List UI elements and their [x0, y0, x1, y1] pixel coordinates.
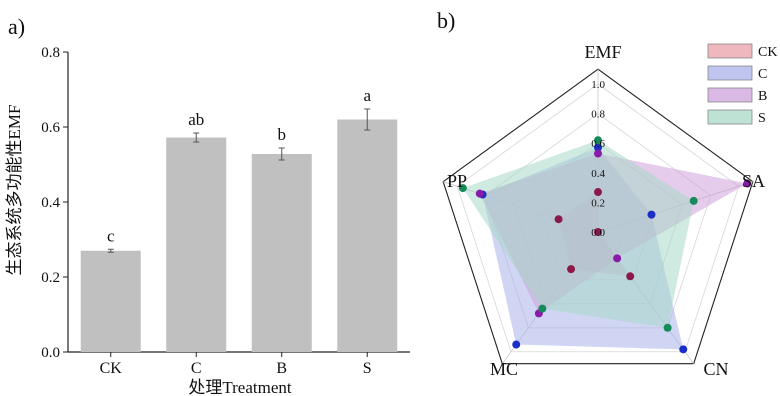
legend-label: CK — [758, 45, 777, 60]
radar-point — [594, 136, 602, 145]
panel-b-label: b) — [437, 8, 455, 33]
radar-tick-label: 0.6 — [591, 138, 605, 150]
y-tick-label: 0.0 — [41, 345, 60, 361]
radar-axis-label: SA — [742, 171, 765, 191]
bar — [337, 119, 398, 352]
radar-axis-label: CN — [703, 359, 728, 379]
legend-label: B — [758, 89, 767, 104]
radar-point — [663, 323, 672, 332]
legend-swatch — [707, 109, 753, 125]
radar-tick-label: 0.0 — [591, 227, 605, 239]
y-tick-label: 0.8 — [41, 45, 60, 61]
radar-grid-ring — [456, 83, 740, 353]
y-tick-label: 0.6 — [41, 120, 60, 136]
radar-point — [679, 345, 688, 354]
radar-tick-label: 0.4 — [591, 168, 605, 180]
radar-tick-labels: 0.0 0.2 0.4 0.6 0.8 1.0 — [591, 79, 605, 239]
radar-tick-label: 0.8 — [591, 109, 605, 121]
radar-point — [613, 254, 622, 263]
radar-point — [594, 143, 602, 152]
radar-series-area — [462, 140, 694, 328]
x-tick-label: C — [191, 360, 202, 377]
radar-axis-label: PP — [447, 171, 467, 191]
significance-letter: c — [107, 226, 115, 245]
radar-axis-label: EMF — [584, 42, 621, 62]
bar — [80, 250, 141, 352]
radar-tick-label: 1.0 — [591, 79, 605, 91]
legend-swatch — [707, 65, 753, 81]
panel-a-label: a) — [8, 14, 25, 39]
significance-letter: b — [278, 125, 287, 144]
y-tick-label: 0.4 — [41, 195, 60, 211]
radar-point — [594, 149, 602, 158]
radar-point — [626, 272, 635, 281]
x-axis-label: 处理Treatment — [188, 378, 292, 396]
radar-axis-label: MC — [490, 359, 518, 379]
radar-point — [689, 196, 698, 205]
legend-label: S — [758, 111, 766, 126]
y-tick-label: 0.2 — [41, 270, 60, 286]
radar-chart: EMF SA CN MC PP 0.0 0.2 0.4 0.6 0.8 1.0 — [442, 42, 765, 379]
x-tick-label: B — [276, 360, 287, 377]
y-axis-label: 生态系统多功能性EMF — [5, 105, 24, 276]
radar-point — [475, 189, 484, 198]
significance-letter: ab — [188, 110, 204, 129]
radar-point — [554, 215, 563, 224]
radar-tick-label: 0.2 — [591, 197, 605, 209]
x-tick-label: CK — [100, 360, 123, 377]
bar-chart: 0.0 0.2 0.4 0.6 0.8 CK C B S c ab b a 处理Treatment 生… — [5, 45, 410, 396]
radar-point — [538, 304, 547, 313]
legend: CK CBS — [707, 43, 777, 126]
radar-point — [458, 184, 467, 193]
legend-swatch — [707, 87, 753, 103]
significance-letter: a — [363, 86, 371, 105]
radar-point — [743, 179, 752, 188]
legend-label: C — [758, 67, 767, 82]
radar-point — [594, 228, 602, 236]
radar-point — [567, 265, 576, 274]
radar-point — [512, 340, 521, 349]
radar-axis-labels: EMF SA CN MC PP — [447, 42, 765, 379]
radar-series — [462, 140, 748, 350]
x-tick-label: S — [363, 360, 372, 377]
radar-points — [458, 136, 752, 354]
legend-swatch — [707, 43, 753, 59]
radar-outer-frame — [442, 68, 754, 365]
bar-chart-bars: c ab b a — [80, 86, 398, 352]
bar — [166, 137, 227, 352]
radar-point — [594, 188, 602, 197]
radar-point — [647, 210, 656, 219]
bar — [251, 154, 312, 352]
